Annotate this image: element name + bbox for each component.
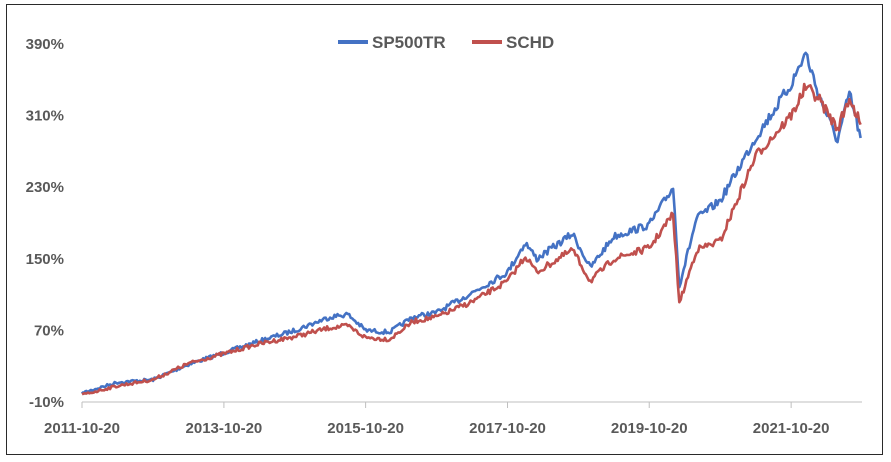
- y-axis-ticks: -10% 70% 150% 230% 310% 390%: [26, 36, 64, 411]
- y-tick-label: 150%: [26, 251, 64, 268]
- series-line-schd: [81, 82, 862, 396]
- x-tick-label: 2017-10-20: [469, 420, 546, 437]
- y-tick-label: 230%: [26, 179, 64, 196]
- legend-label: SP500TR: [372, 33, 446, 52]
- y-tick-label: 310%: [26, 108, 64, 125]
- x-tick-label: 2013-10-20: [186, 420, 263, 437]
- y-tick-label: 70%: [34, 322, 64, 339]
- series-group: [80, 51, 862, 396]
- x-tick-label: 2011-10-20: [44, 420, 120, 437]
- legend: SP500TR SCHD: [338, 33, 554, 52]
- y-tick-label: -10%: [29, 394, 64, 411]
- x-axis: 2011-10-20 2013-10-20 2015-10-20 2017-10-20…: [44, 401, 862, 437]
- series-line-sp500tr: [80, 51, 862, 395]
- y-tick-label: 390%: [26, 36, 64, 53]
- x-tick-label: 2019-10-20: [611, 420, 688, 437]
- legend-label: SCHD: [506, 33, 554, 52]
- x-tick-label: 2015-10-20: [327, 420, 404, 437]
- x-tick-label: 2021-10-20: [753, 420, 830, 437]
